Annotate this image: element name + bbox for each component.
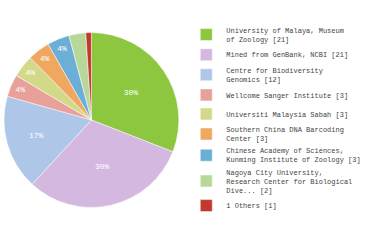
svg-text:1 Others [1]: 1 Others [1] (226, 202, 276, 210)
svg-text:4%: 4% (26, 68, 36, 77)
svg-text:4%: 4% (40, 54, 50, 63)
svg-text:Southern China DNA BarcodingCe: Southern China DNA BarcodingCenter [3] (226, 126, 344, 143)
svg-text:Centre for BiodiversityGenomic: Centre for BiodiversityGenomics [12] (226, 67, 323, 84)
svg-text:4%: 4% (57, 44, 67, 53)
svg-text:Mined from GenBank, NCBI [21]: Mined from GenBank, NCBI [21] (226, 51, 348, 59)
svg-text:Universiti Malaysia Sabah [3]: Universiti Malaysia Sabah [3] (226, 111, 348, 119)
svg-text:University of Malaya, Museumof: University of Malaya, Museumof Zoology [… (226, 27, 344, 44)
svg-text:4%: 4% (15, 85, 25, 94)
svg-text:Wellcome Sanger Institute [3]: Wellcome Sanger Institute [3] (226, 92, 348, 100)
svg-text:17%: 17% (29, 131, 44, 140)
svg-text:30%: 30% (124, 88, 139, 97)
svg-text:30%: 30% (95, 162, 110, 171)
svg-text:Chinese Academy of Sciences,Ku: Chinese Academy of Sciences,Kunming Inst… (226, 147, 360, 164)
svg-text:Nagoya City University,Researc: Nagoya City University,Research Center f… (226, 169, 352, 195)
